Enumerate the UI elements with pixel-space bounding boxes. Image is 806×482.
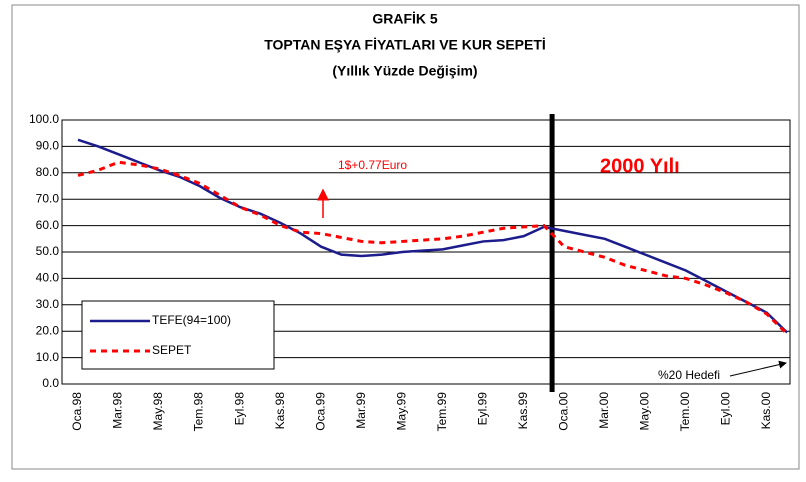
- x-tick-label: May.00: [637, 392, 651, 431]
- x-tick-label: Oca.99: [313, 392, 327, 431]
- y-tick-label: 100.0: [29, 112, 59, 126]
- annotation: %20 Hedefi: [658, 368, 720, 382]
- x-tick-label: Mar.00: [597, 392, 611, 429]
- x-tick-label: Tem.00: [678, 392, 692, 432]
- x-tick-label: Kas.99: [516, 392, 530, 430]
- chart-title: GRAFİK 5: [372, 11, 438, 27]
- x-tick-label: Mar.99: [354, 392, 368, 429]
- chart-subtitle: (Yıllık Yüzde Değişim): [332, 63, 477, 79]
- y-tick-label: 60.0: [36, 218, 60, 232]
- x-tick-label: Eyl.98: [232, 392, 246, 426]
- x-tick-label: Mar.98: [111, 392, 125, 429]
- series-line: [77, 138, 788, 334]
- series-line: [77, 160, 789, 335]
- y-tick-label: 70.0: [36, 191, 60, 205]
- y-tick-label: 0.0: [42, 376, 59, 390]
- y-tick-label: 50.0: [36, 244, 60, 258]
- annotation-arrow: [729, 360, 787, 377]
- x-tick-label: Kas.98: [273, 392, 287, 430]
- y-tick-label: 40.0: [36, 271, 60, 285]
- frame: [11, 4, 800, 470]
- x-tick-label: Eyl.99: [475, 392, 489, 426]
- x-tick-label: May.99: [394, 392, 408, 431]
- annotation: 2000 Yılı: [600, 155, 680, 177]
- y-tick-label: 90.0: [36, 139, 60, 153]
- chart-title: TOPTAN EŞYA FİYATLARI VE KUR SEPETİ: [264, 37, 546, 53]
- y-tick-label: 30.0: [36, 297, 60, 311]
- x-tick-label: May.98: [151, 392, 165, 431]
- legend-label: TEFE(94=100): [152, 313, 231, 327]
- legend-label: SEPET: [152, 343, 192, 357]
- x-tick-label: Kas.00: [759, 392, 773, 430]
- annotation: 1$+0.77Euro: [338, 158, 407, 172]
- x-tick-label: Oca.00: [556, 392, 570, 431]
- legend-box: [81, 300, 275, 370]
- y-tick-label: 20.0: [36, 323, 60, 337]
- y-tick-label: 80.0: [36, 165, 60, 179]
- x-tick-label: Tem.98: [192, 392, 206, 432]
- x-tick-label: Tem.99: [435, 392, 449, 432]
- y-tick-label: 10.0: [36, 350, 60, 364]
- x-tick-label: Eyl.00: [718, 392, 732, 426]
- x-tick-label: Oca.98: [70, 392, 84, 431]
